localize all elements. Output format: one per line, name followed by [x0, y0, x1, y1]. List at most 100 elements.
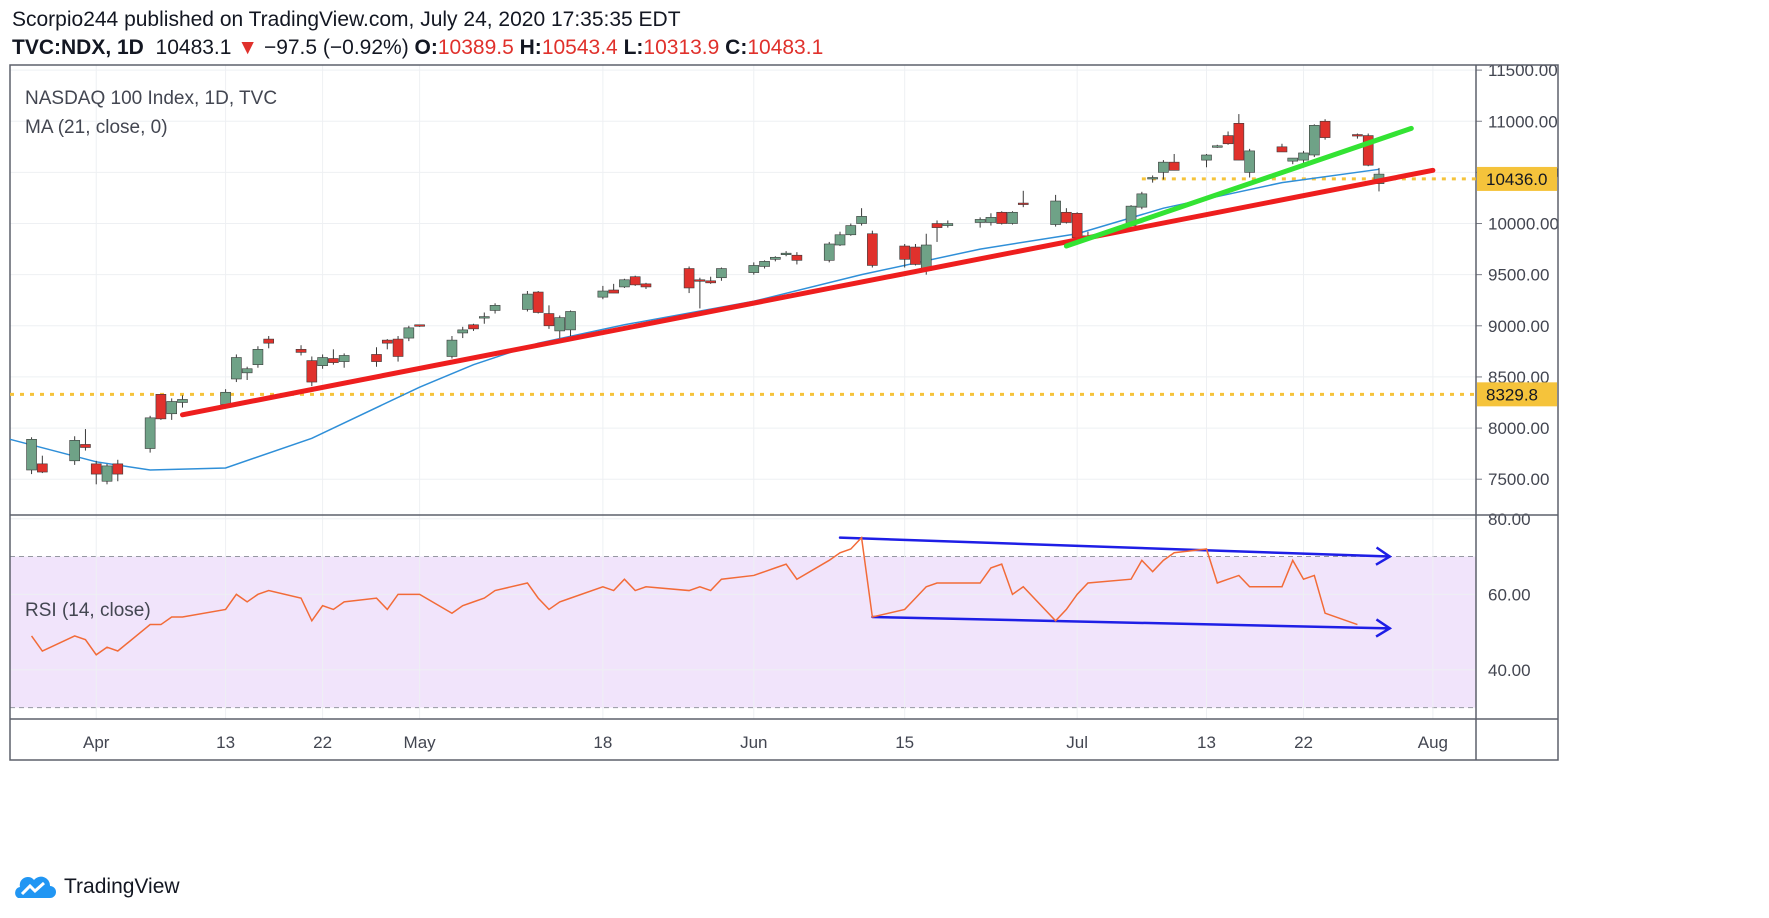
candle [834, 231, 846, 247]
candle-body [705, 280, 716, 284]
candle [985, 213, 997, 226]
candle [1211, 144, 1223, 148]
candle [748, 262, 760, 275]
candle-body [716, 268, 727, 279]
time-tick-label: May [404, 733, 437, 752]
candle-body [629, 276, 641, 286]
time-tick-label: 22 [313, 733, 332, 752]
candle-body [1158, 161, 1169, 173]
open-label: O: [414, 36, 438, 59]
candle-body [985, 217, 997, 223]
candle [446, 336, 458, 359]
candle-body [1168, 161, 1180, 171]
candle [80, 429, 91, 451]
rsi-band [10, 556, 1476, 708]
candle-body [252, 349, 264, 365]
candle [252, 346, 264, 368]
candle-body [1244, 150, 1255, 173]
candle [381, 339, 393, 350]
candle [845, 223, 857, 236]
candle [823, 241, 835, 263]
low-label: L: [623, 36, 644, 59]
candle-body [1233, 122, 1245, 161]
candle-body [1061, 211, 1072, 223]
candle [856, 208, 867, 226]
candle-body [608, 289, 619, 294]
candle [619, 278, 630, 288]
candle [457, 326, 469, 339]
candle-body [1017, 202, 1029, 205]
candle [69, 436, 80, 465]
candle [899, 243, 910, 268]
change-down-icon: ▼ [237, 36, 259, 59]
candle-body [263, 338, 275, 344]
candle-body [823, 243, 835, 261]
time-tick-label: 15 [895, 733, 914, 752]
candle [1222, 131, 1234, 145]
candle-body [1147, 177, 1158, 180]
candle [770, 256, 781, 262]
candle-body [155, 394, 167, 420]
candle-body [80, 444, 91, 448]
open-value: 10389.5 [437, 36, 514, 59]
candle-body [1309, 125, 1320, 156]
time-tick-label: 13 [216, 733, 235, 752]
footer: TradingView [12, 874, 180, 900]
candle-body [522, 293, 533, 310]
candle [780, 251, 792, 257]
candle-body [1007, 211, 1018, 224]
candle-body [317, 357, 328, 366]
candle-body [112, 463, 124, 475]
candle-body [1136, 193, 1148, 208]
close-value: 10483.1 [747, 36, 824, 59]
publish-line: Scorpio244 published on TradingView.com,… [12, 8, 681, 31]
candle [403, 325, 415, 342]
candle [478, 312, 490, 324]
candle [37, 455, 48, 474]
candle [1352, 133, 1363, 139]
price-tick-label: 11000.00 [1488, 112, 1558, 131]
candle [554, 315, 566, 339]
candle-body [942, 223, 954, 226]
candle [759, 260, 770, 269]
candle-body [1211, 145, 1223, 148]
candle [177, 395, 188, 408]
candle-body [532, 291, 544, 313]
candle-body [295, 349, 307, 353]
rsi-legend[interactable]: RSI (14, close) [25, 600, 151, 621]
candle-body [1201, 154, 1212, 161]
candle [705, 276, 716, 284]
candle [90, 460, 102, 485]
candle-body [974, 219, 986, 223]
candle [166, 398, 177, 420]
candle [328, 349, 339, 365]
candle [263, 336, 275, 349]
candle-body [845, 225, 857, 236]
candle-body [856, 216, 867, 224]
ma-legend[interactable]: MA (21, close, 0) [25, 117, 168, 138]
candle-body [619, 279, 630, 288]
rsi-tick-label: 80.00 [1488, 510, 1531, 529]
price-change: −97.5 (−0.92%) [263, 36, 409, 59]
candle [1201, 153, 1212, 168]
chart-frame [9, 64, 1559, 761]
candle-body [1362, 135, 1374, 166]
main-legend[interactable]: NASDAQ 100 Index, 1D, TVC [25, 88, 278, 109]
candle-body [446, 339, 458, 357]
candle-body [1050, 200, 1061, 225]
candle [295, 345, 307, 356]
candle-body [543, 313, 555, 327]
candle [1168, 153, 1180, 171]
close-label: C: [725, 36, 748, 59]
candle [489, 303, 501, 314]
time-tick-label: Jun [740, 733, 767, 752]
green-trendline [1063, 125, 1414, 249]
candle-body [231, 357, 242, 380]
candle [317, 354, 328, 369]
candle [694, 277, 706, 309]
candle [1136, 191, 1148, 210]
candle [996, 211, 1008, 225]
rsi-upper-channel [838, 536, 1392, 558]
candle [155, 394, 167, 420]
